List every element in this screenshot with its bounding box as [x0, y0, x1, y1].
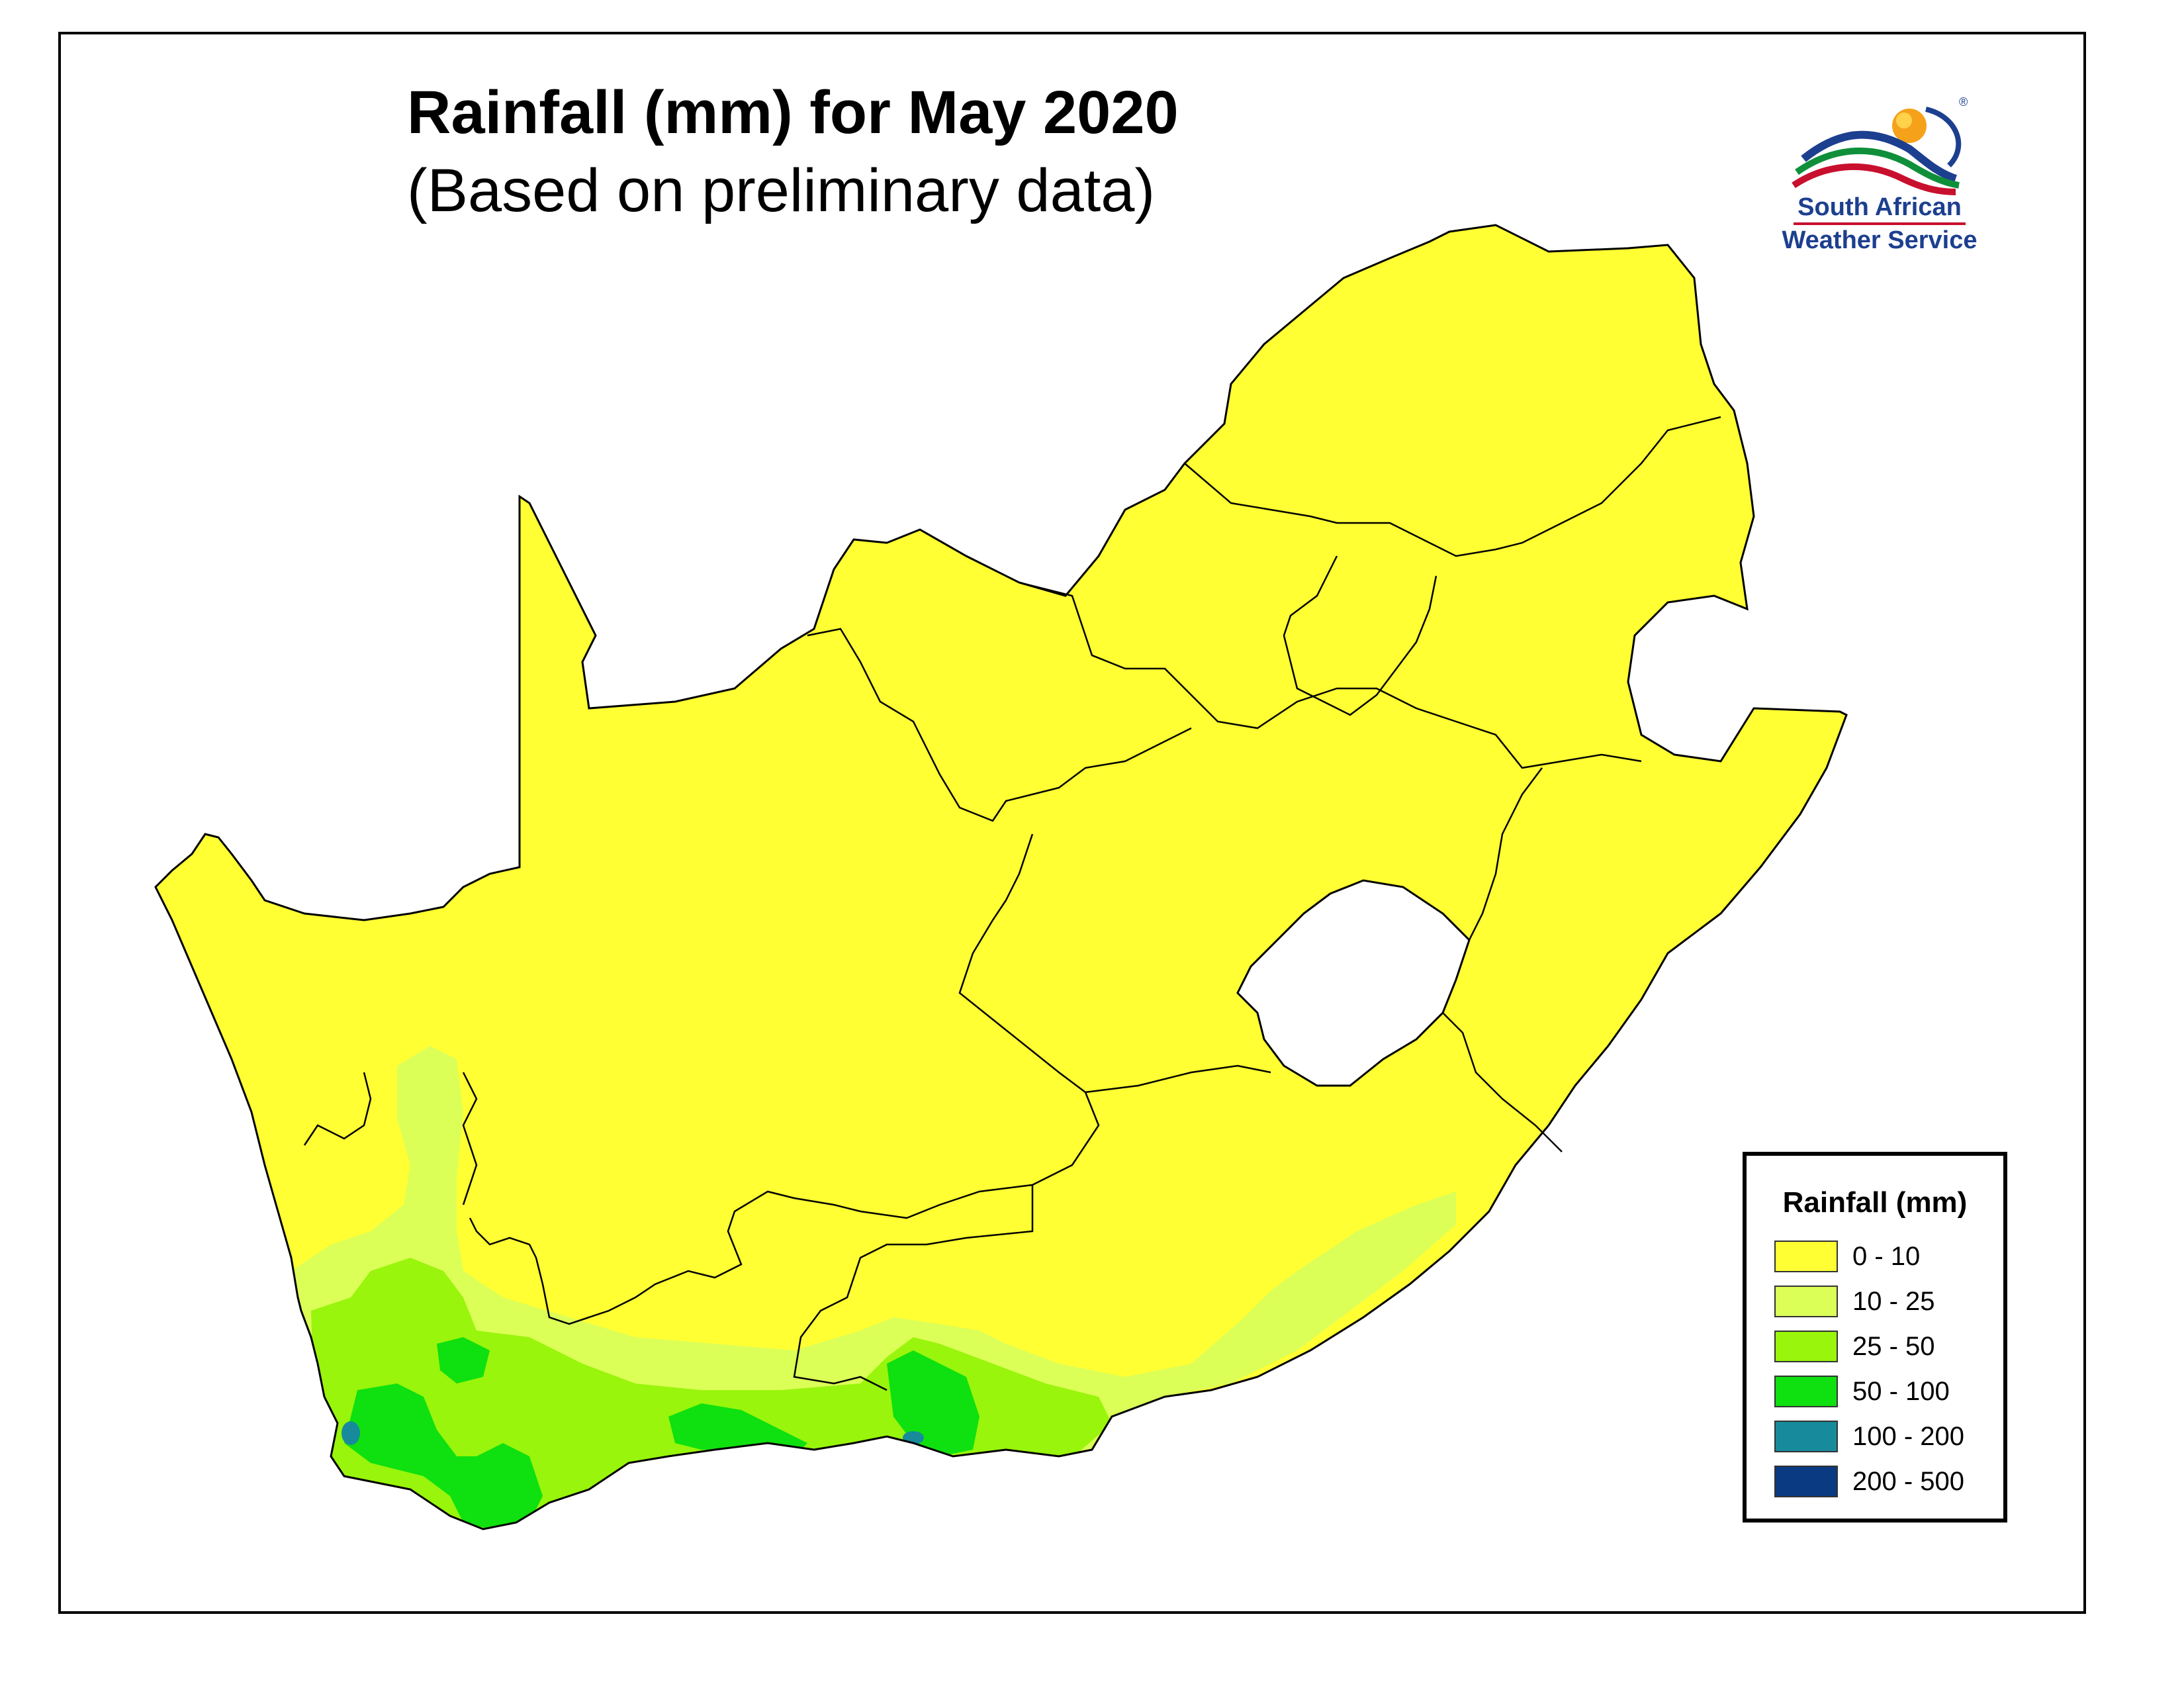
map-legend: Rainfall (mm) 0 - 10 10 - 25 25 - 50 50 - 1… — [1743, 1152, 2007, 1523]
legend-label: 100 - 200 — [1852, 1422, 1965, 1451]
legend-title: Rainfall (mm) — [1782, 1186, 1968, 1219]
lesotho-region — [1236, 879, 1471, 1087]
legend-swatch — [1774, 1286, 1838, 1317]
saws-logo-icon: ® — [1792, 95, 1968, 195]
legend-swatch — [1774, 1466, 1838, 1497]
legend-label: 200 - 500 — [1852, 1467, 1965, 1496]
legend-swatch — [1774, 1331, 1838, 1362]
legend-label: 0 - 10 — [1852, 1242, 1921, 1271]
map-title: Rainfall (mm) for May 2020 — [407, 79, 1179, 146]
map-subtitle: (Based on preliminary data) — [407, 157, 1156, 224]
legend-label: 10 - 25 — [1852, 1287, 1935, 1316]
registered-mark: ® — [1959, 95, 1968, 109]
legend-swatch — [1774, 1421, 1838, 1452]
legend-swatch — [1774, 1376, 1838, 1407]
saws-logo-text: South African Weather Service — [1747, 192, 2012, 256]
legend-swatch — [1774, 1241, 1838, 1272]
logo-line-2: Weather Service — [1782, 226, 1978, 254]
logo-line-1: South African — [1794, 192, 1966, 225]
legend-label: 50 - 100 — [1852, 1377, 1950, 1406]
legend-label: 25 - 50 — [1852, 1332, 1935, 1361]
